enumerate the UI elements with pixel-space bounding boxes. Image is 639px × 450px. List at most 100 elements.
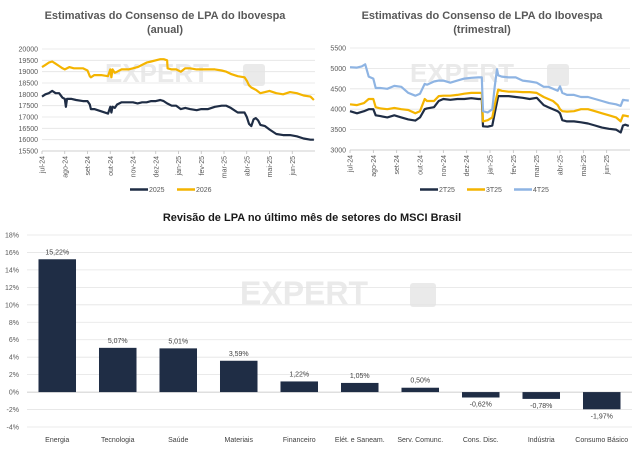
watermark-sectors: EXPERT bbox=[240, 275, 436, 311]
y-tick-label: 4% bbox=[9, 355, 19, 362]
y-tick-label: 12% bbox=[5, 285, 19, 292]
data-label: 5,01% bbox=[168, 338, 188, 345]
y-tick-label: 16500 bbox=[19, 126, 39, 133]
category-label: Energia bbox=[45, 437, 69, 444]
x-tick-label: dez-24 bbox=[153, 156, 160, 178]
watermark-badge bbox=[410, 283, 436, 307]
chart-title-line2: (anual) bbox=[147, 24, 183, 36]
watermark-badge bbox=[243, 64, 265, 86]
data-label: 3,59% bbox=[229, 351, 249, 358]
y-tick-label: 3000 bbox=[330, 148, 346, 155]
watermark-badge bbox=[547, 64, 569, 86]
series-lines bbox=[41, 58, 315, 141]
series-line-2t25 bbox=[349, 95, 630, 134]
bar-9 bbox=[522, 392, 561, 399]
category-label: Materiais bbox=[225, 437, 254, 444]
y-tick-label: 5000 bbox=[330, 66, 346, 73]
y-tick-label: -2% bbox=[7, 407, 19, 414]
legend: 2025 2026 bbox=[130, 187, 212, 194]
legend-label: 2026 bbox=[196, 187, 212, 194]
x-tick-label: out-24 bbox=[418, 155, 425, 175]
x-tick-label: ago-24 bbox=[62, 156, 69, 178]
series-line-2026 bbox=[41, 58, 315, 101]
y-tick-labels: -4% -2% 0% 2% 4% 6% 8% 10% 12% 14% 16% 18% bbox=[5, 233, 19, 432]
y-tick-label: 0% bbox=[9, 390, 19, 397]
x-tick-label: jan-25 bbox=[488, 155, 495, 176]
x-tick-label: mai-25 bbox=[581, 155, 588, 177]
data-labels: 15,22% 5,07% 5,01% 3,59% 1,22% 1,05% 0,50% -0,6… bbox=[45, 249, 612, 420]
watermark-quarterly: EXPERT bbox=[410, 58, 569, 88]
watermark-annual: EXPERT bbox=[105, 58, 265, 88]
data-label: 15,22% bbox=[45, 249, 69, 256]
bar-5 bbox=[280, 381, 319, 393]
y-tick-label: 6% bbox=[9, 337, 19, 344]
y-tick-label: 14% bbox=[5, 267, 19, 274]
legend: 2T25 3T25 4T25 bbox=[420, 187, 549, 194]
y-tick-labels: 15500 16000 16500 17000 17500 18000 18500 19000… bbox=[19, 47, 39, 156]
bar-3 bbox=[159, 348, 198, 393]
category-label: Serv. Comunc. bbox=[397, 437, 443, 444]
legend-label: 2T25 bbox=[439, 187, 455, 194]
category-label: Indústria bbox=[528, 437, 555, 444]
series-lines bbox=[349, 63, 630, 134]
category-label: Saúde bbox=[168, 437, 188, 444]
category-label: Elét. e Saneam. bbox=[335, 437, 385, 444]
y-tick-label: 17000 bbox=[19, 115, 39, 122]
category-label: Cons. Disc. bbox=[463, 437, 499, 444]
chart-title: Revisão de LPA no último mês de setores … bbox=[163, 212, 461, 224]
quarterly-eps-chart: Estimativas do Consenso de LPA do Iboves… bbox=[330, 10, 630, 194]
x-tick-labels: jul-24 ago-24 set-24 out-24 nov-24 dez-24 jan-… bbox=[348, 150, 611, 177]
x-tick-label: fev-25 bbox=[199, 156, 206, 176]
y-tick-label: 18500 bbox=[19, 81, 39, 88]
x-tick-label: fev-25 bbox=[511, 155, 518, 175]
chart-title-line1: Estimativas do Consenso de LPA do Iboves… bbox=[45, 10, 287, 22]
bar-4 bbox=[219, 360, 258, 393]
watermark-text: EXPERT bbox=[105, 58, 209, 88]
data-label: -0,78% bbox=[530, 403, 552, 410]
series-line-3t25 bbox=[349, 88, 630, 123]
y-tick-label: 10% bbox=[5, 302, 19, 309]
legend-label: 4T25 bbox=[533, 187, 549, 194]
y-tick-label: 16000 bbox=[19, 137, 39, 144]
y-tick-label: 5500 bbox=[330, 46, 346, 53]
x-tick-label: nov-24 bbox=[131, 156, 138, 178]
y-tick-label: 8% bbox=[9, 320, 19, 327]
y-tick-label: 19500 bbox=[19, 58, 39, 65]
x-tick-label: mai-25 bbox=[267, 156, 274, 178]
x-tick-label: jul-24 bbox=[348, 155, 355, 173]
y-tick-label: 15500 bbox=[19, 149, 39, 156]
x-category-labels: Energia Tecnologia Saúde Materiais Financeir… bbox=[45, 437, 628, 444]
x-tick-label: nov-24 bbox=[441, 155, 448, 177]
y-tick-label: 20000 bbox=[19, 47, 39, 54]
x-tick-label: mar-25 bbox=[222, 156, 229, 178]
bar-7 bbox=[401, 387, 440, 393]
bar-1 bbox=[38, 259, 77, 393]
series-line-2025 bbox=[41, 89, 314, 141]
bar-2 bbox=[98, 347, 137, 393]
sector-revision-bar-chart: Revisão de LPA no último mês de setores … bbox=[5, 212, 632, 444]
y-tick-label: -4% bbox=[7, 425, 19, 432]
watermark-text: EXPERT bbox=[240, 275, 368, 311]
y-gridlines bbox=[27, 234, 632, 428]
data-label: 0,50% bbox=[410, 378, 430, 385]
y-tick-label: 16% bbox=[5, 250, 19, 257]
bars bbox=[38, 259, 621, 410]
chart-title-line1: Estimativas do Consenso de LPA do Iboves… bbox=[362, 10, 604, 22]
y-tick-label: 3500 bbox=[330, 127, 346, 134]
y-tick-label: 2% bbox=[9, 372, 19, 379]
x-tick-label: abr-25 bbox=[558, 155, 565, 175]
x-tick-label: set-24 bbox=[85, 156, 92, 176]
category-label: Consumo Básico bbox=[575, 437, 628, 444]
x-tick-label: jun-25 bbox=[290, 156, 297, 177]
category-label: Financeiro bbox=[283, 437, 316, 444]
x-tick-label: jun-25 bbox=[604, 155, 611, 176]
y-tick-label: 4500 bbox=[330, 86, 346, 93]
x-tick-label: dez-24 bbox=[464, 155, 471, 177]
x-tick-label: ago-24 bbox=[371, 155, 378, 177]
legend-label: 2025 bbox=[149, 187, 165, 194]
series-line-4t25 bbox=[349, 63, 629, 114]
y-tick-label: 19000 bbox=[19, 69, 39, 76]
x-tick-label: abr-25 bbox=[244, 156, 251, 176]
bar-6 bbox=[340, 382, 379, 393]
